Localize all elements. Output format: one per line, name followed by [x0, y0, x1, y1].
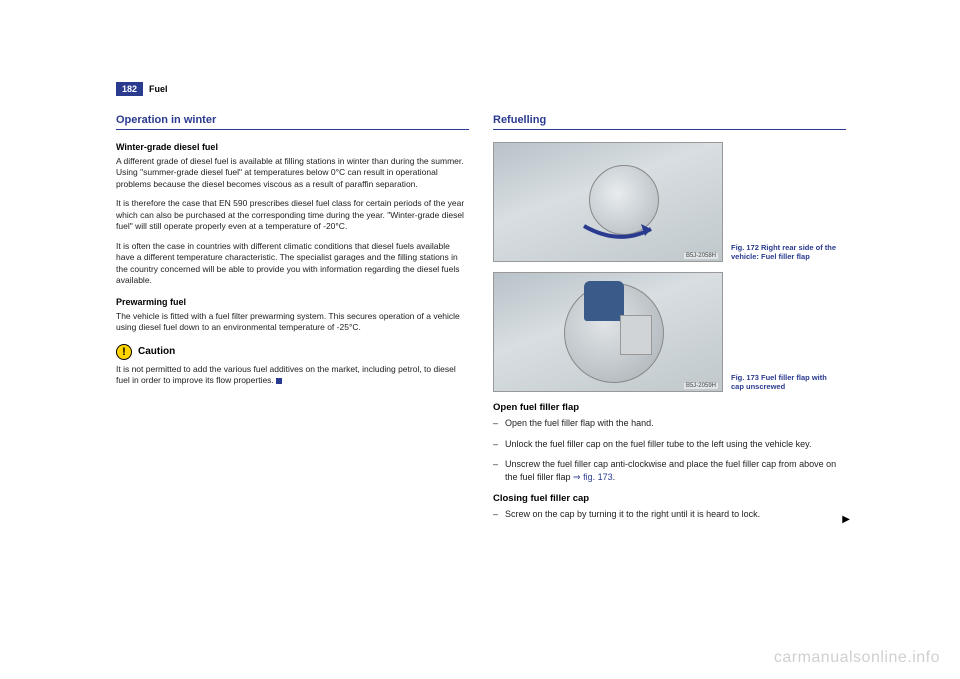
arrow-icon: [579, 221, 659, 241]
paragraph: It is often the case in countries with d…: [116, 241, 469, 287]
list-text: Screw on the cap by turning it to the ri…: [505, 508, 760, 521]
figure-173-image: B5J-2059H: [493, 272, 723, 392]
subheading-winter-grade: Winter-grade diesel fuel: [116, 142, 469, 152]
page-header-title: Fuel: [149, 84, 168, 94]
figure-reference: ⇒ fig. 173: [573, 472, 613, 482]
section-heading-operation: Operation in winter: [116, 114, 469, 130]
caution-icon: !: [116, 344, 132, 360]
dash-bullet: –: [493, 438, 505, 451]
paragraph: A different grade of diesel fuel is avai…: [116, 156, 469, 190]
caution-text: It is not permitted to add the various f…: [116, 364, 456, 385]
two-column-layout: Operation in winter Winter-grade diesel …: [116, 114, 846, 529]
paragraph: It is not permitted to add the various f…: [116, 364, 469, 387]
watermark: carmanualsonline.info: [774, 649, 940, 667]
subheading-open-flap: Open fuel filler flap: [493, 402, 846, 413]
left-column: Operation in winter Winter-grade diesel …: [116, 114, 469, 529]
list-text: Unscrew the fuel filler cap anti-clockwi…: [505, 458, 846, 483]
subheading-prewarming: Prewarming fuel: [116, 297, 469, 307]
end-of-section-icon: [276, 378, 282, 384]
list-item: – Open the fuel filler flap with the han…: [493, 417, 846, 430]
list-item: – Unscrew the fuel filler cap anti-clock…: [493, 458, 846, 483]
figure-172-image: B5J-2058H: [493, 142, 723, 262]
list-item: – Screw on the cap by turning it to the …: [493, 508, 846, 521]
subheading-close-cap: Closing fuel filler cap: [493, 493, 846, 504]
figure-172: B5J-2058H Fig. 172 Right rear side of th…: [493, 142, 846, 262]
manual-page: 182 Fuel Operation in winter Winter-grad…: [116, 82, 846, 529]
figure-172-caption: Fig. 172 Right rear side of the vehicle:…: [731, 243, 841, 263]
list-item: – Unlock the fuel filler cap on the fuel…: [493, 438, 846, 451]
figure-id-label: B5J-2059H: [684, 383, 718, 389]
section-heading-refuelling: Refuelling: [493, 114, 846, 130]
list-text-part: Unscrew the fuel filler cap anti-clockwi…: [505, 459, 836, 482]
dash-bullet: –: [493, 417, 505, 430]
page-header: 182 Fuel: [116, 82, 846, 96]
dash-bullet: –: [493, 458, 505, 483]
figure-173-caption: Fig. 173 Fuel filler flap with cap unscr…: [731, 373, 841, 393]
caution-heading: ! Caution: [116, 344, 469, 360]
continue-arrow-icon: ▶: [842, 514, 850, 525]
dash-bullet: –: [493, 508, 505, 521]
figure-id-label: B5J-2058H: [684, 253, 718, 259]
right-column: Refuelling B5J-2058H Fig. 172 Right rear…: [493, 114, 846, 529]
label-pocket-shape: [620, 315, 652, 355]
list-text: Unlock the fuel filler cap on the fuel f…: [505, 438, 812, 451]
page-number: 182: [116, 82, 143, 96]
fuel-cap-shape: [584, 281, 624, 321]
list-text: Open the fuel filler flap with the hand.: [505, 417, 654, 430]
paragraph: It is therefore the case that EN 590 pre…: [116, 198, 469, 232]
caution-label: Caution: [138, 346, 175, 357]
paragraph: The vehicle is fitted with a fuel filter…: [116, 311, 469, 334]
figure-173: B5J-2059H Fig. 173 Fuel filler flap with…: [493, 272, 846, 392]
list-text-part: .: [613, 472, 616, 482]
